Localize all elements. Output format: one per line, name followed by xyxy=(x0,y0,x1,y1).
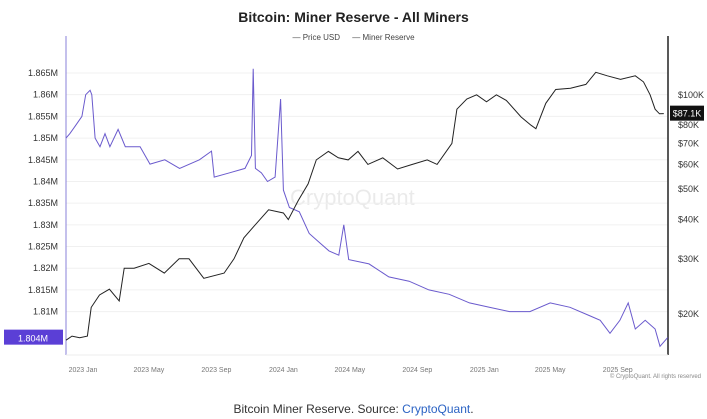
y-left-tick-label: 1.855M xyxy=(28,111,58,121)
x-tick-label: 2025 Jan xyxy=(470,367,499,374)
y-left-tick-label: 1.825M xyxy=(28,242,58,252)
y-left-tick-label: 1.84M xyxy=(33,176,58,186)
watermark: CryptoQuant xyxy=(290,185,415,210)
y-left-tick-label: 1.865M xyxy=(28,68,58,78)
legend: — Price USD — Miner Reserve xyxy=(0,33,707,42)
current-price-label: $87.1K xyxy=(673,109,702,119)
y-right-tick-label: $30K xyxy=(678,254,699,264)
source-link[interactable]: CryptoQuant xyxy=(402,402,471,416)
y-right-tick-label: $40K xyxy=(678,215,699,225)
x-tick-label: 2024 Sep xyxy=(402,367,432,374)
y-right-tick-label: $70K xyxy=(678,138,699,148)
x-tick-label: 2025 Sep xyxy=(603,367,633,374)
x-tick-label: 2025 May xyxy=(535,367,566,374)
y-left-tick-label: 1.815M xyxy=(28,285,58,295)
y-right-tick-label: $50K xyxy=(678,184,699,194)
current-price-badge xyxy=(670,105,704,121)
miner-reserve-line xyxy=(65,68,669,348)
x-tick-label: 2024 Jan xyxy=(269,367,298,374)
y-right-tick-label: $80K xyxy=(678,120,699,130)
caption: Bitcoin Miner Reserve. Source: CryptoQua… xyxy=(233,402,474,416)
y-right-tick-label: $100K xyxy=(678,90,704,100)
y-left-tick-label: 1.83M xyxy=(33,220,58,230)
price-line xyxy=(65,71,664,341)
y-left-tick-label: 1.81M xyxy=(33,307,58,317)
x-tick-label: 2024 May xyxy=(334,367,365,374)
y-right-tick-label: $60K xyxy=(678,159,699,169)
y-left-tick-label: 1.845M xyxy=(28,155,58,165)
y-left-tick-label: 1.835M xyxy=(28,198,58,208)
x-tick-label: 2023 Jan xyxy=(69,367,98,374)
copyright: © CryptoQuant. All rights reserved xyxy=(609,374,701,380)
y-left-tick-label: 1.85M xyxy=(33,133,58,143)
y-left-tick-label: 1.86M xyxy=(33,90,58,100)
y-right-tick-label: $20K xyxy=(678,309,699,319)
x-tick-label: 2023 May xyxy=(134,367,165,374)
legend-item-miner-reserve[interactable]: — Miner Reserve xyxy=(352,33,415,42)
x-tick-label: 2023 Sep xyxy=(201,367,231,374)
current-reserve-badge xyxy=(4,329,63,345)
y-left-tick-label: 1.82M xyxy=(33,263,58,273)
legend-item-price[interactable]: — Price USD xyxy=(292,33,341,42)
chart-title: Bitcoin: Miner Reserve - All Miners xyxy=(238,9,469,25)
current-reserve-label: 1.804M xyxy=(18,334,48,344)
